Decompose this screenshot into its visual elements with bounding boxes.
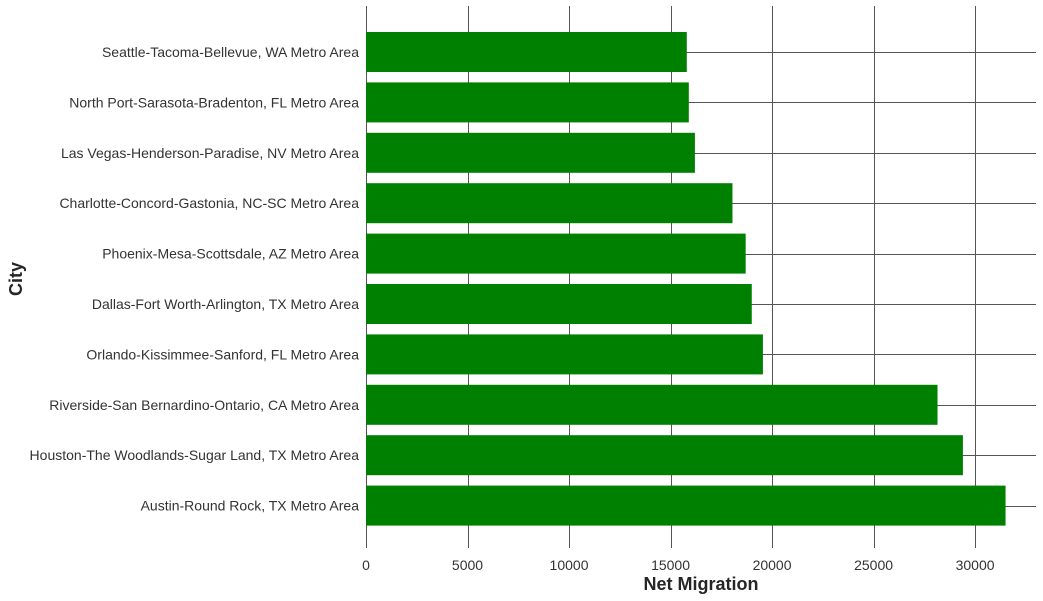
x-tick-label: 30000 xyxy=(956,557,995,573)
x-tick-label: 25000 xyxy=(854,557,893,573)
y-tick-label: Phoenix-Mesa-Scottsdale, AZ Metro Area xyxy=(102,246,359,262)
bar xyxy=(366,132,695,173)
y-axis-title: City xyxy=(6,262,26,296)
y-tick-label: Orlando-Kissimmee-Sanford, FL Metro Area xyxy=(86,346,359,362)
y-tick-label: Houston-The Woodlands-Sugar Land, TX Met… xyxy=(30,447,360,463)
x-tick-labels: 0 5000 10000 15000 20000 25000 30000 xyxy=(362,557,995,573)
bar xyxy=(366,32,687,72)
y-tick-label: Charlotte-Concord-Gastonia, NC-SC Metro … xyxy=(59,195,359,211)
x-tick-label: 20000 xyxy=(753,557,792,573)
y-tick-label: North Port-Sarasota-Bradenton, FL Metro … xyxy=(69,94,359,110)
bar xyxy=(366,435,963,476)
x-tick-label: 10000 xyxy=(550,557,589,573)
y-tick-labels: Seattle-Tacoma-Bellevue, WA Metro Area No… xyxy=(30,44,360,514)
x-axis-title: Net Migration xyxy=(644,574,759,594)
x-tick-label: 15000 xyxy=(651,557,690,573)
y-tick-label: Austin-Round Rock, TX Metro Area xyxy=(141,498,360,514)
bar xyxy=(366,334,763,375)
bars xyxy=(366,32,1006,526)
bar xyxy=(366,82,689,123)
bar xyxy=(366,284,752,324)
y-tick-label: Dallas-Fort Worth-Arlington, TX Metro Ar… xyxy=(92,296,359,312)
y-tick-label: Las Vegas-Henderson-Paradise, NV Metro A… xyxy=(61,145,359,161)
bar xyxy=(366,183,733,224)
bar xyxy=(366,233,746,274)
x-tick-label: 5000 xyxy=(452,557,483,573)
y-tick-label: Seattle-Tacoma-Bellevue, WA Metro Area xyxy=(102,44,359,60)
bar xyxy=(366,485,1006,526)
y-tick-label: Riverside-San Bernardino-Ontario, CA Met… xyxy=(49,397,359,413)
x-tick-label: 0 xyxy=(362,557,370,573)
bar xyxy=(366,384,938,425)
